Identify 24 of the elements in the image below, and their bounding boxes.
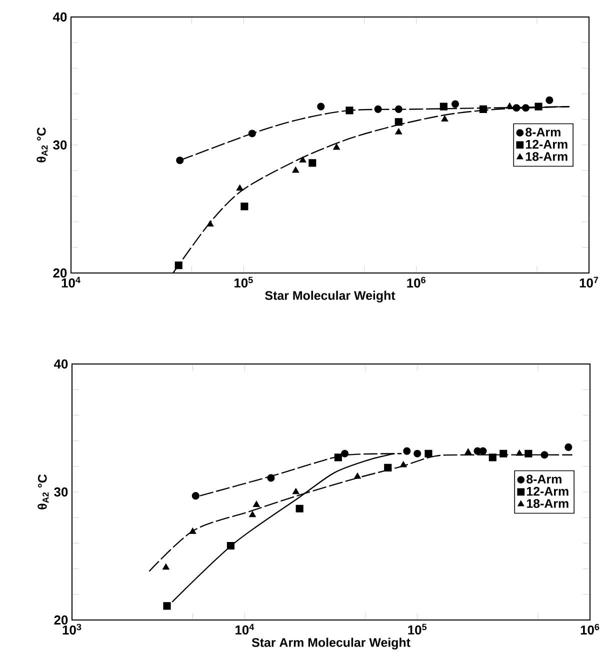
legend-label: 18-Arm [526, 499, 568, 508]
x-tick-label: 10$^{6}$ [580, 624, 600, 635]
legend-label: 18-Arm [526, 152, 568, 161]
legend-label: 12-Arm [526, 140, 568, 149]
y-tick-label: 40 [54, 359, 68, 369]
legend-label: 12-Arm [526, 486, 568, 496]
x-tick-label: 10$^{6}$ [407, 276, 426, 288]
y-axis-title: θ$_{A2}$ °C [38, 474, 49, 510]
y-tick-label: 20 [54, 615, 68, 625]
x-tick-label: 10$^{4}$ [62, 276, 80, 288]
y-axis-title: θ$_{A2}$ °C [36, 127, 48, 162]
x-tick-label: 10$^{5}$ [234, 276, 253, 288]
x-tick-label: 10$^{5}$ [408, 624, 427, 635]
y-tick-label: 30 [54, 487, 68, 497]
x-axis-title: Star Arm Molecular Weight [252, 638, 410, 650]
y-tick-label: 40 [52, 12, 67, 22]
y-tick-label: 30 [53, 140, 67, 150]
legend-label: 8-Arm [526, 474, 562, 484]
x-tick-label: 10$^{4}$ [236, 624, 254, 635]
y-tick-label: 20 [53, 268, 67, 278]
legend-label: 8-Arm [526, 128, 560, 137]
x-tick-label: 10$^{3}$ [62, 624, 82, 635]
x-tick-label: 10$^{7}$ [580, 276, 598, 288]
x-axis-title: Star Molecular Weight [265, 290, 396, 302]
